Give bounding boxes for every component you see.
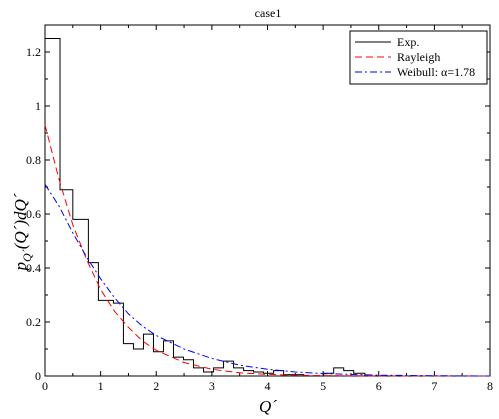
x-tick-label: 4 [265, 379, 271, 393]
y-label-rest: (Q´)dQ´ [11, 193, 30, 249]
y-axis: 0 0.2 0.4 0.6 0.8 1 1.2 [26, 24, 490, 383]
series-layer [44, 38, 491, 377]
y-tick-label: 0.4 [26, 261, 41, 275]
x-axis: 0 1 2 3 4 5 6 7 8 [42, 25, 493, 393]
y-tick-label: 0.6 [26, 207, 41, 221]
x-tick-label: 3 [209, 379, 215, 393]
series-weibull-line [44, 184, 491, 377]
y-tick-label: 0.8 [26, 153, 41, 167]
series-rayleigh-line [44, 124, 490, 377]
x-tick-label: 6 [376, 379, 382, 393]
x-tick-label: 8 [487, 379, 493, 393]
legend-label: Exp. [397, 35, 419, 49]
x-tick-label: 0 [42, 379, 48, 393]
y-label-subscript: Q´ [20, 248, 34, 262]
y-tick-label: 1 [35, 99, 41, 113]
y-tick-label: 1.2 [26, 45, 41, 59]
x-tick-label: 5 [320, 379, 326, 393]
x-axis-label: Q´ [259, 397, 277, 416]
x-tick-label: 1 [98, 379, 104, 393]
y-axis-label: pQ´(Q´)dQ´ [11, 193, 34, 271]
y-tick-label: 0 [35, 369, 41, 383]
legend-label: Weibull: α=1.78 [397, 65, 475, 79]
y-tick-label: 0.2 [26, 315, 41, 329]
y-label-p: p [11, 262, 30, 272]
x-tick-label: 7 [431, 379, 437, 393]
chart-title: case1 [255, 6, 282, 20]
series-exp-histogram [44, 38, 366, 377]
x-tick-label: 2 [153, 379, 159, 393]
legend-label: Rayleigh [397, 50, 440, 64]
